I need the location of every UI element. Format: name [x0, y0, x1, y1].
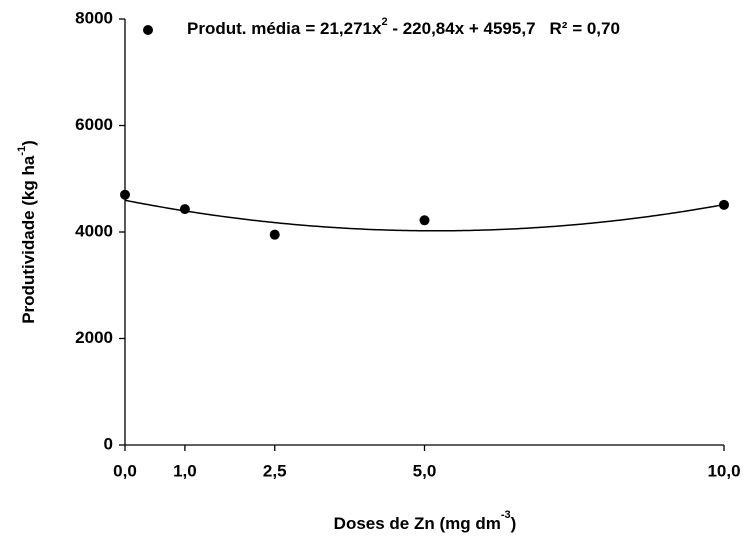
data-point	[269, 229, 280, 240]
x-axis-label-text: Doses de Zn (mg dm	[334, 514, 501, 533]
legend-equation-sup: 2	[381, 16, 387, 28]
legend-text: Produt. média = 21,271x2 - 220,84x + 4595…	[187, 16, 620, 39]
y-axis-label-sup: -1	[16, 146, 28, 156]
x-axis-label-end: )	[511, 514, 517, 533]
data-point	[179, 204, 190, 215]
data-point	[419, 215, 430, 226]
legend-marker	[143, 25, 153, 35]
y-axis-label-text: Produtividade (kg ha	[19, 155, 38, 324]
legend-equation: = 21,271x	[305, 19, 382, 38]
x-axis-label-sup: -3	[501, 509, 511, 521]
legend-equation-rest: - 220,84x + 4595,7	[388, 19, 536, 38]
data-point	[120, 189, 130, 200]
x-axis-label: Doses de Zn (mg dm-3)	[334, 509, 517, 534]
y-tick-label: 4000	[75, 221, 113, 240]
x-tick-label: 5,0	[413, 461, 437, 480]
x-tick-label: 1,0	[173, 461, 197, 480]
y-tick-label: 6000	[75, 115, 113, 134]
data-point	[719, 199, 729, 210]
y-tick-label: 0	[104, 434, 113, 453]
x-tick-label: 2,5	[263, 461, 287, 480]
legend-series-name: Produt. média	[187, 19, 301, 38]
trendline	[124, 199, 725, 232]
x-tick-label: 0,0	[113, 461, 137, 480]
x-tick-label: 10,0	[707, 461, 740, 480]
legend-r2: R² = 0,70	[550, 19, 620, 38]
y-tick-label: 8000	[75, 8, 113, 27]
y-tick-label: 2000	[75, 328, 113, 347]
y-axis-label-end: )	[19, 140, 38, 146]
y-axis-label: Produtividade (kg ha-1)	[16, 140, 39, 324]
